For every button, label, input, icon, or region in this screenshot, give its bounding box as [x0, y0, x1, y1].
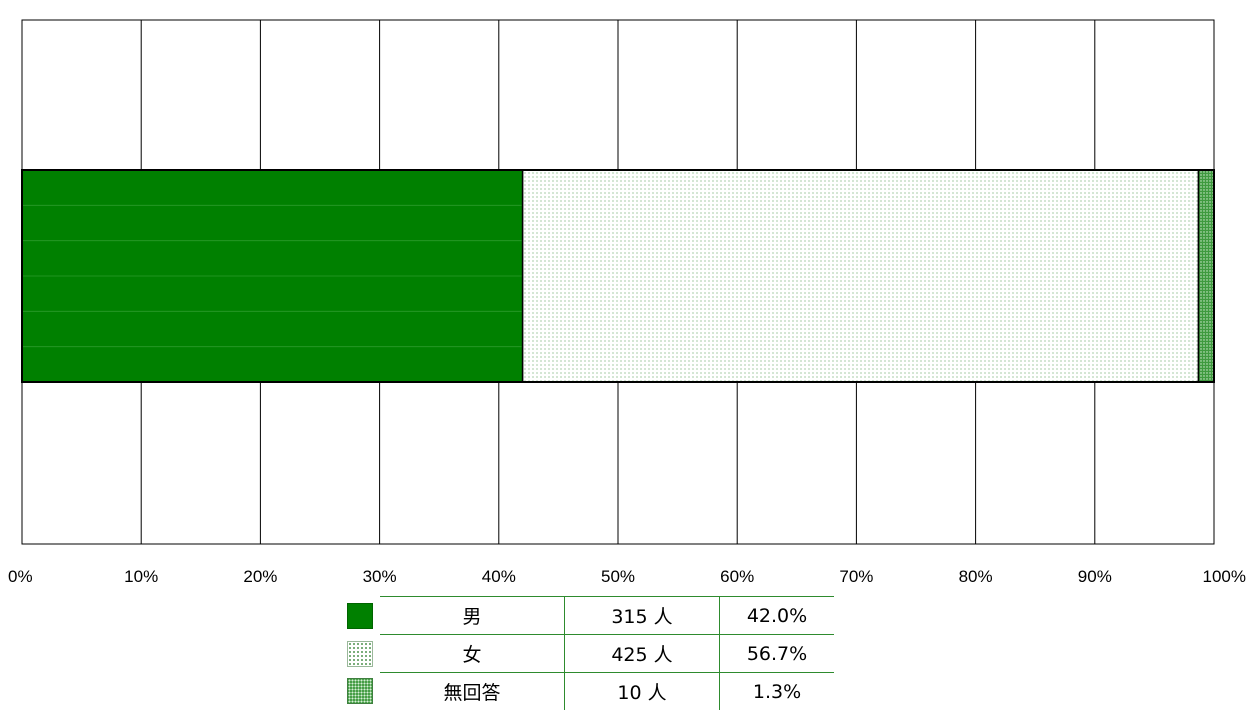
- legend-row-male: 男 315 人 42.0%: [340, 596, 834, 635]
- no-answer-swatch-icon: [347, 678, 373, 705]
- gridlines: [140, 20, 1096, 544]
- legend-row-female: 女 425 人 56.7%: [340, 634, 834, 673]
- legend-count-female: 425 人: [564, 634, 720, 673]
- legend-label-female: 女: [380, 634, 565, 673]
- legend-percent-female: 56.7%: [719, 634, 834, 673]
- legend-label-male: 男: [380, 596, 565, 635]
- legend-table: 男 315 人 42.0% 女 425 人 56.7% 無回答 10 人 1.3…: [340, 596, 834, 710]
- legend-count-male: 315 人: [564, 596, 720, 635]
- x-tick-label: 40%: [482, 567, 516, 586]
- male-swatch-icon: [347, 602, 373, 629]
- legend-label-no-answer: 無回答: [443, 682, 501, 704]
- stacked-bar-chart: 0% 10% 20% 30% 40% 50% 60% 70% 80% 90% 100%: [8, 19, 1246, 586]
- x-tick-label: 50%: [601, 567, 635, 586]
- x-tick-label: 0%: [8, 567, 33, 586]
- x-tick-label: 30%: [363, 567, 397, 586]
- x-tick-label: 70%: [839, 567, 873, 586]
- bar-segment-no-answer: [1197, 169, 1215, 383]
- x-tick-label: 60%: [720, 567, 754, 586]
- x-tick-label: 100%: [1203, 567, 1246, 586]
- legend-count-no-answer: 10 人: [564, 672, 720, 710]
- legend-percent-male: 42.0%: [719, 596, 834, 635]
- x-tick-label: 90%: [1078, 567, 1112, 586]
- legend-row-no-answer: 無回答 10 人 1.3%: [340, 672, 834, 710]
- x-axis-tick-labels: 0% 10% 20% 30% 40% 50% 60% 70% 80% 90% 100%: [8, 567, 1246, 586]
- bar-segments: [21, 169, 1215, 383]
- x-tick-label: 10%: [124, 567, 158, 586]
- x-tick-label: 20%: [243, 567, 277, 586]
- female-swatch-icon: [347, 640, 373, 667]
- x-tick-label: 80%: [959, 567, 993, 586]
- bar-segment-female: [521, 169, 1200, 383]
- legend-percent-no-answer: 1.3%: [719, 672, 834, 710]
- bar-outline: [21, 169, 1215, 383]
